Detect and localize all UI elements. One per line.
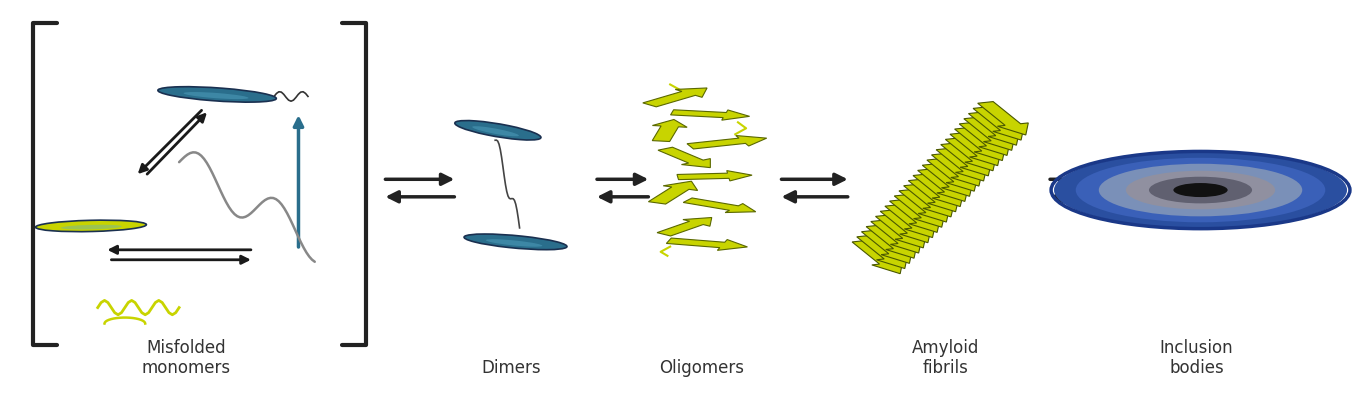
Polygon shape <box>903 184 953 217</box>
Polygon shape <box>895 194 944 227</box>
Polygon shape <box>857 235 907 269</box>
Ellipse shape <box>61 225 121 229</box>
Polygon shape <box>951 133 1000 166</box>
Ellipse shape <box>486 239 542 247</box>
Polygon shape <box>959 122 1009 156</box>
Polygon shape <box>936 148 986 181</box>
Polygon shape <box>656 217 712 236</box>
Text: Dimers: Dimers <box>482 359 541 377</box>
Ellipse shape <box>35 220 146 231</box>
Text: Oligomers: Oligomers <box>659 359 744 377</box>
Ellipse shape <box>184 92 248 99</box>
Polygon shape <box>941 143 992 176</box>
Polygon shape <box>677 170 752 181</box>
Text: Inclusion
bodies: Inclusion bodies <box>1159 339 1233 377</box>
Polygon shape <box>876 215 926 248</box>
Polygon shape <box>945 138 996 171</box>
Polygon shape <box>972 107 1024 140</box>
Polygon shape <box>666 238 748 250</box>
Text: Misfolded
monomers: Misfolded monomers <box>142 339 230 377</box>
Polygon shape <box>889 200 940 232</box>
Polygon shape <box>928 158 977 191</box>
Ellipse shape <box>1076 158 1325 222</box>
Ellipse shape <box>1054 152 1347 228</box>
Polygon shape <box>978 101 1028 135</box>
Polygon shape <box>648 181 697 204</box>
Ellipse shape <box>1150 177 1252 203</box>
Ellipse shape <box>1099 164 1302 217</box>
Polygon shape <box>955 127 1005 160</box>
Polygon shape <box>684 198 756 213</box>
Ellipse shape <box>1174 183 1227 197</box>
Ellipse shape <box>473 126 519 136</box>
Polygon shape <box>866 225 917 258</box>
Ellipse shape <box>464 234 567 250</box>
Polygon shape <box>899 189 949 222</box>
Text: Amyloid
fibrils: Amyloid fibrils <box>911 339 979 377</box>
Polygon shape <box>658 147 711 168</box>
Ellipse shape <box>1126 171 1275 209</box>
Ellipse shape <box>158 87 276 102</box>
Polygon shape <box>670 110 749 120</box>
Polygon shape <box>913 174 963 206</box>
Polygon shape <box>964 117 1015 150</box>
Polygon shape <box>652 120 688 141</box>
Polygon shape <box>922 164 972 196</box>
Polygon shape <box>885 204 936 238</box>
Polygon shape <box>918 169 967 202</box>
Polygon shape <box>862 230 913 263</box>
Polygon shape <box>908 179 959 212</box>
Polygon shape <box>932 153 982 186</box>
Polygon shape <box>870 220 921 253</box>
Polygon shape <box>880 210 930 243</box>
Ellipse shape <box>455 120 541 140</box>
Polygon shape <box>686 135 767 149</box>
Polygon shape <box>643 88 707 107</box>
Polygon shape <box>853 240 903 274</box>
Polygon shape <box>968 112 1019 145</box>
